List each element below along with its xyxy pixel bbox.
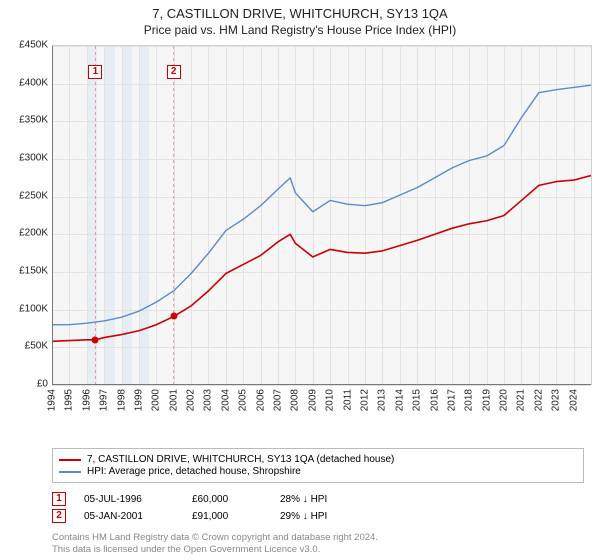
x-tick-label: 2018 <box>464 389 475 411</box>
x-tick-label: 2017 <box>446 389 457 411</box>
chart-subtitle: Price paid vs. HM Land Registry's House … <box>8 23 592 37</box>
x-axis: 1994199519961997199819992000200120022003… <box>52 385 592 444</box>
x-tick-label: 2011 <box>342 389 353 411</box>
x-tick-label: 2012 <box>359 389 370 411</box>
x-tick-label: 1997 <box>99 389 110 411</box>
y-tick-label: £450K <box>19 40 48 51</box>
x-tick-label: 2013 <box>377 389 388 411</box>
y-tick-label: £100K <box>19 303 48 314</box>
plot-surface: 12 <box>52 45 592 385</box>
event-marker-badge: 1 <box>88 65 102 79</box>
x-tick-label: 2005 <box>238 389 249 411</box>
x-tick-label: 2014 <box>394 389 405 411</box>
event-price: £60,000 <box>192 494 262 505</box>
x-tick-label: 1998 <box>116 389 127 411</box>
legend: 7, CASTILLON DRIVE, WHITCHURCH, SY13 1QA… <box>52 448 584 483</box>
event-dot <box>92 336 99 343</box>
footer-attribution: Contains HM Land Registry data © Crown c… <box>52 532 584 556</box>
x-tick-label: 2006 <box>255 389 266 411</box>
legend-item: 7, CASTILLON DRIVE, WHITCHURCH, SY13 1QA… <box>59 454 577 465</box>
legend-label: 7, CASTILLON DRIVE, WHITCHURCH, SY13 1QA… <box>87 454 394 465</box>
y-tick-label: £250K <box>19 190 48 201</box>
event-price: £91,000 <box>192 511 262 522</box>
event-row-badge: 2 <box>52 509 66 523</box>
y-tick-label: £200K <box>19 228 48 239</box>
y-tick-label: £50K <box>25 341 48 352</box>
event-delta: 29% ↓ HPI <box>280 511 584 522</box>
y-tick-label: £150K <box>19 266 48 277</box>
x-tick-label: 2023 <box>551 389 562 411</box>
event-date: 05-JUL-1996 <box>84 494 174 505</box>
x-tick-label: 2007 <box>273 389 284 411</box>
series-price_paid <box>52 176 591 342</box>
x-tick-label: 1994 <box>47 389 58 411</box>
x-tick-label: 2021 <box>516 389 527 411</box>
legend-swatch <box>59 471 81 473</box>
x-tick-label: 2016 <box>429 389 440 411</box>
series-hpi <box>52 85 591 325</box>
x-tick-label: 2002 <box>186 389 197 411</box>
plot-area: £0£50K£100K£150K£200K£250K£300K£350K£400… <box>8 45 592 385</box>
x-tick-label: 1995 <box>64 389 75 411</box>
y-axis: £0£50K£100K£150K£200K£250K£300K£350K£400… <box>8 45 52 385</box>
x-tick-label: 2024 <box>568 389 579 411</box>
y-tick-label: £400K <box>19 77 48 88</box>
x-tick-label: 2010 <box>325 389 336 411</box>
x-tick-label: 2003 <box>203 389 214 411</box>
legend-label: HPI: Average price, detached house, Shro… <box>87 466 301 477</box>
chart-title: 7, CASTILLON DRIVE, WHITCHURCH, SY13 1QA <box>8 6 592 21</box>
x-tick-label: 2020 <box>499 389 510 411</box>
event-row: 1 05-JUL-1996 £60,000 28% ↓ HPI <box>52 492 584 506</box>
x-tick-label: 2001 <box>168 389 179 411</box>
x-tick-label: 2008 <box>290 389 301 411</box>
x-tick-label: 2004 <box>220 389 231 411</box>
line-series-svg <box>52 46 591 385</box>
title-block: 7, CASTILLON DRIVE, WHITCHURCH, SY13 1QA… <box>8 6 592 37</box>
x-tick-label: 2009 <box>307 389 318 411</box>
event-date: 05-JAN-2001 <box>84 511 174 522</box>
x-tick-label: 2019 <box>481 389 492 411</box>
y-tick-label: £300K <box>19 153 48 164</box>
x-tick-label: 1999 <box>133 389 144 411</box>
x-tick-label: 1996 <box>81 389 92 411</box>
y-axis-line <box>52 46 53 385</box>
event-dot <box>170 313 177 320</box>
footer-line: This data is licensed under the Open Gov… <box>52 544 584 556</box>
chart-container: 7, CASTILLON DRIVE, WHITCHURCH, SY13 1QA… <box>0 0 600 560</box>
footer-line: Contains HM Land Registry data © Crown c… <box>52 532 584 544</box>
event-row-badge: 1 <box>52 492 66 506</box>
y-tick-label: £0 <box>37 379 48 390</box>
legend-item: HPI: Average price, detached house, Shro… <box>59 466 577 477</box>
event-row: 2 05-JAN-2001 £91,000 29% ↓ HPI <box>52 509 584 523</box>
y-tick-label: £350K <box>19 115 48 126</box>
legend-swatch <box>59 459 81 461</box>
x-tick-label: 2015 <box>412 389 423 411</box>
event-table: 1 05-JUL-1996 £60,000 28% ↓ HPI 2 05-JAN-2001… <box>52 489 584 526</box>
event-delta: 28% ↓ HPI <box>280 494 584 505</box>
event-marker-badge: 2 <box>167 65 181 79</box>
x-tick-label: 2000 <box>151 389 162 411</box>
x-tick-label: 2022 <box>533 389 544 411</box>
